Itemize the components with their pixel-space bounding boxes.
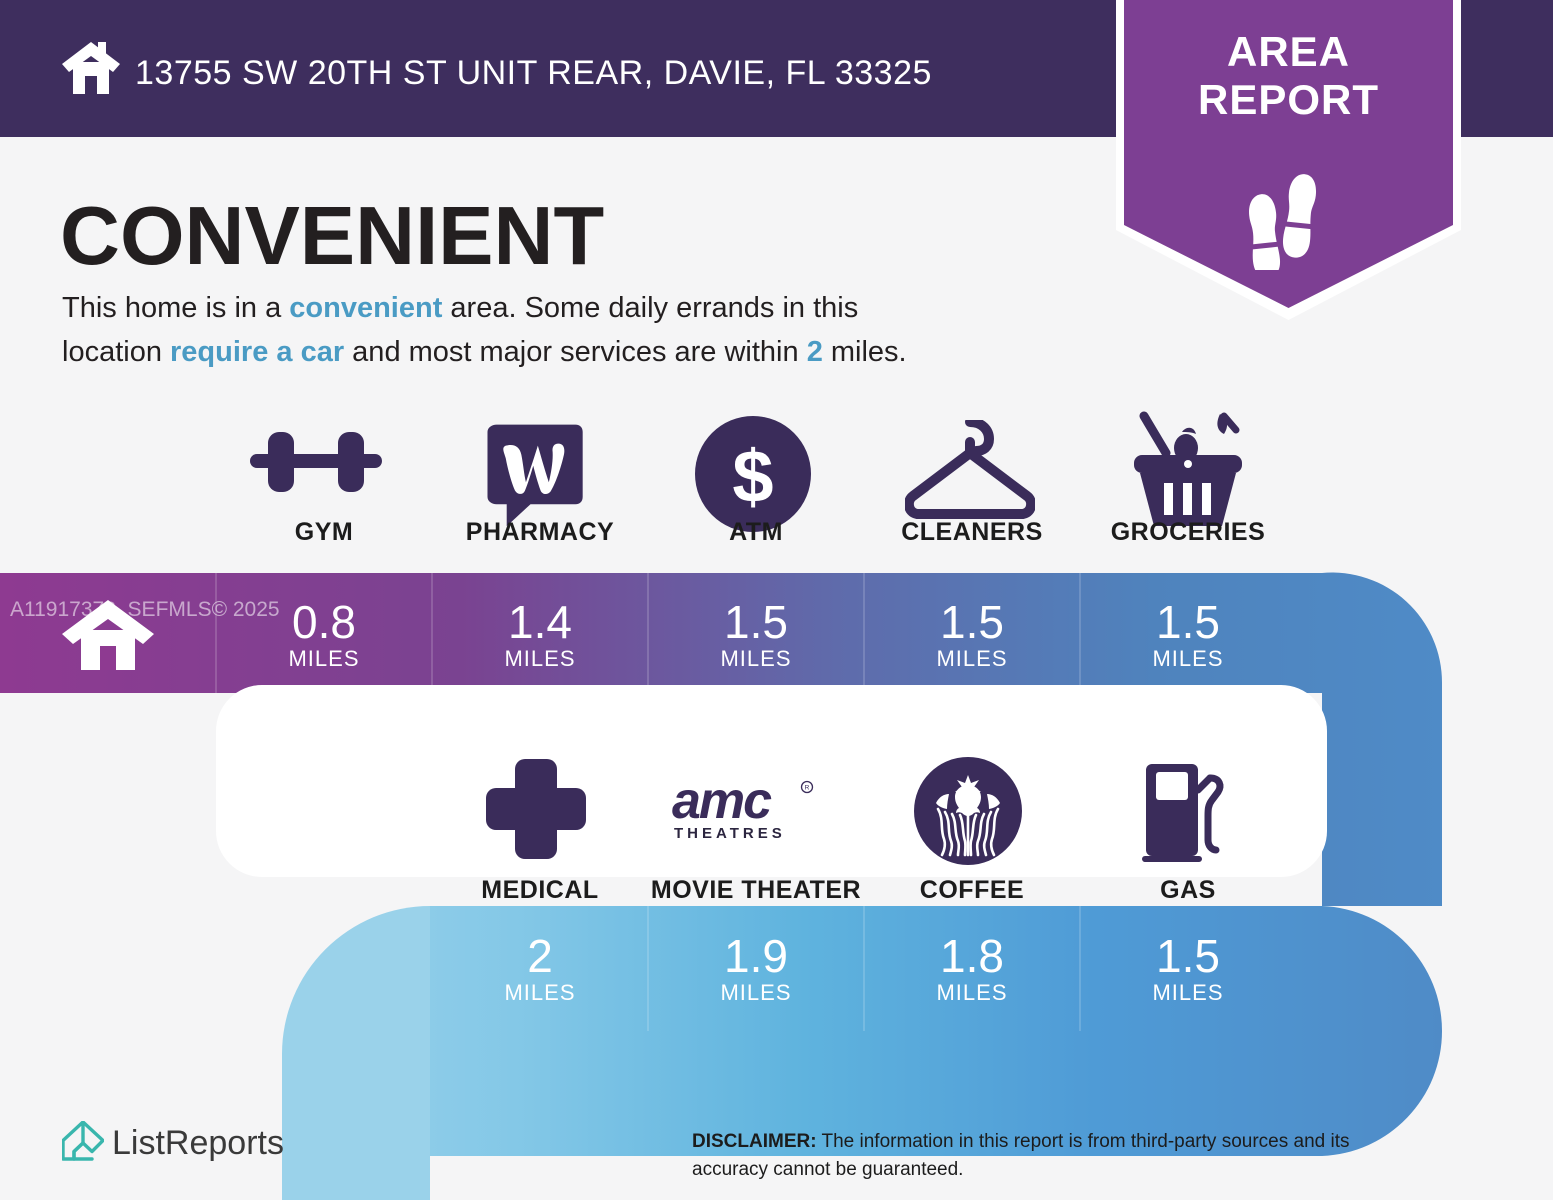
svg-text:$: $ [732,435,773,518]
svg-text:R: R [805,785,810,792]
svg-text:THEATRES: THEATRES [674,825,786,842]
svg-text:amc: amc [672,772,772,830]
